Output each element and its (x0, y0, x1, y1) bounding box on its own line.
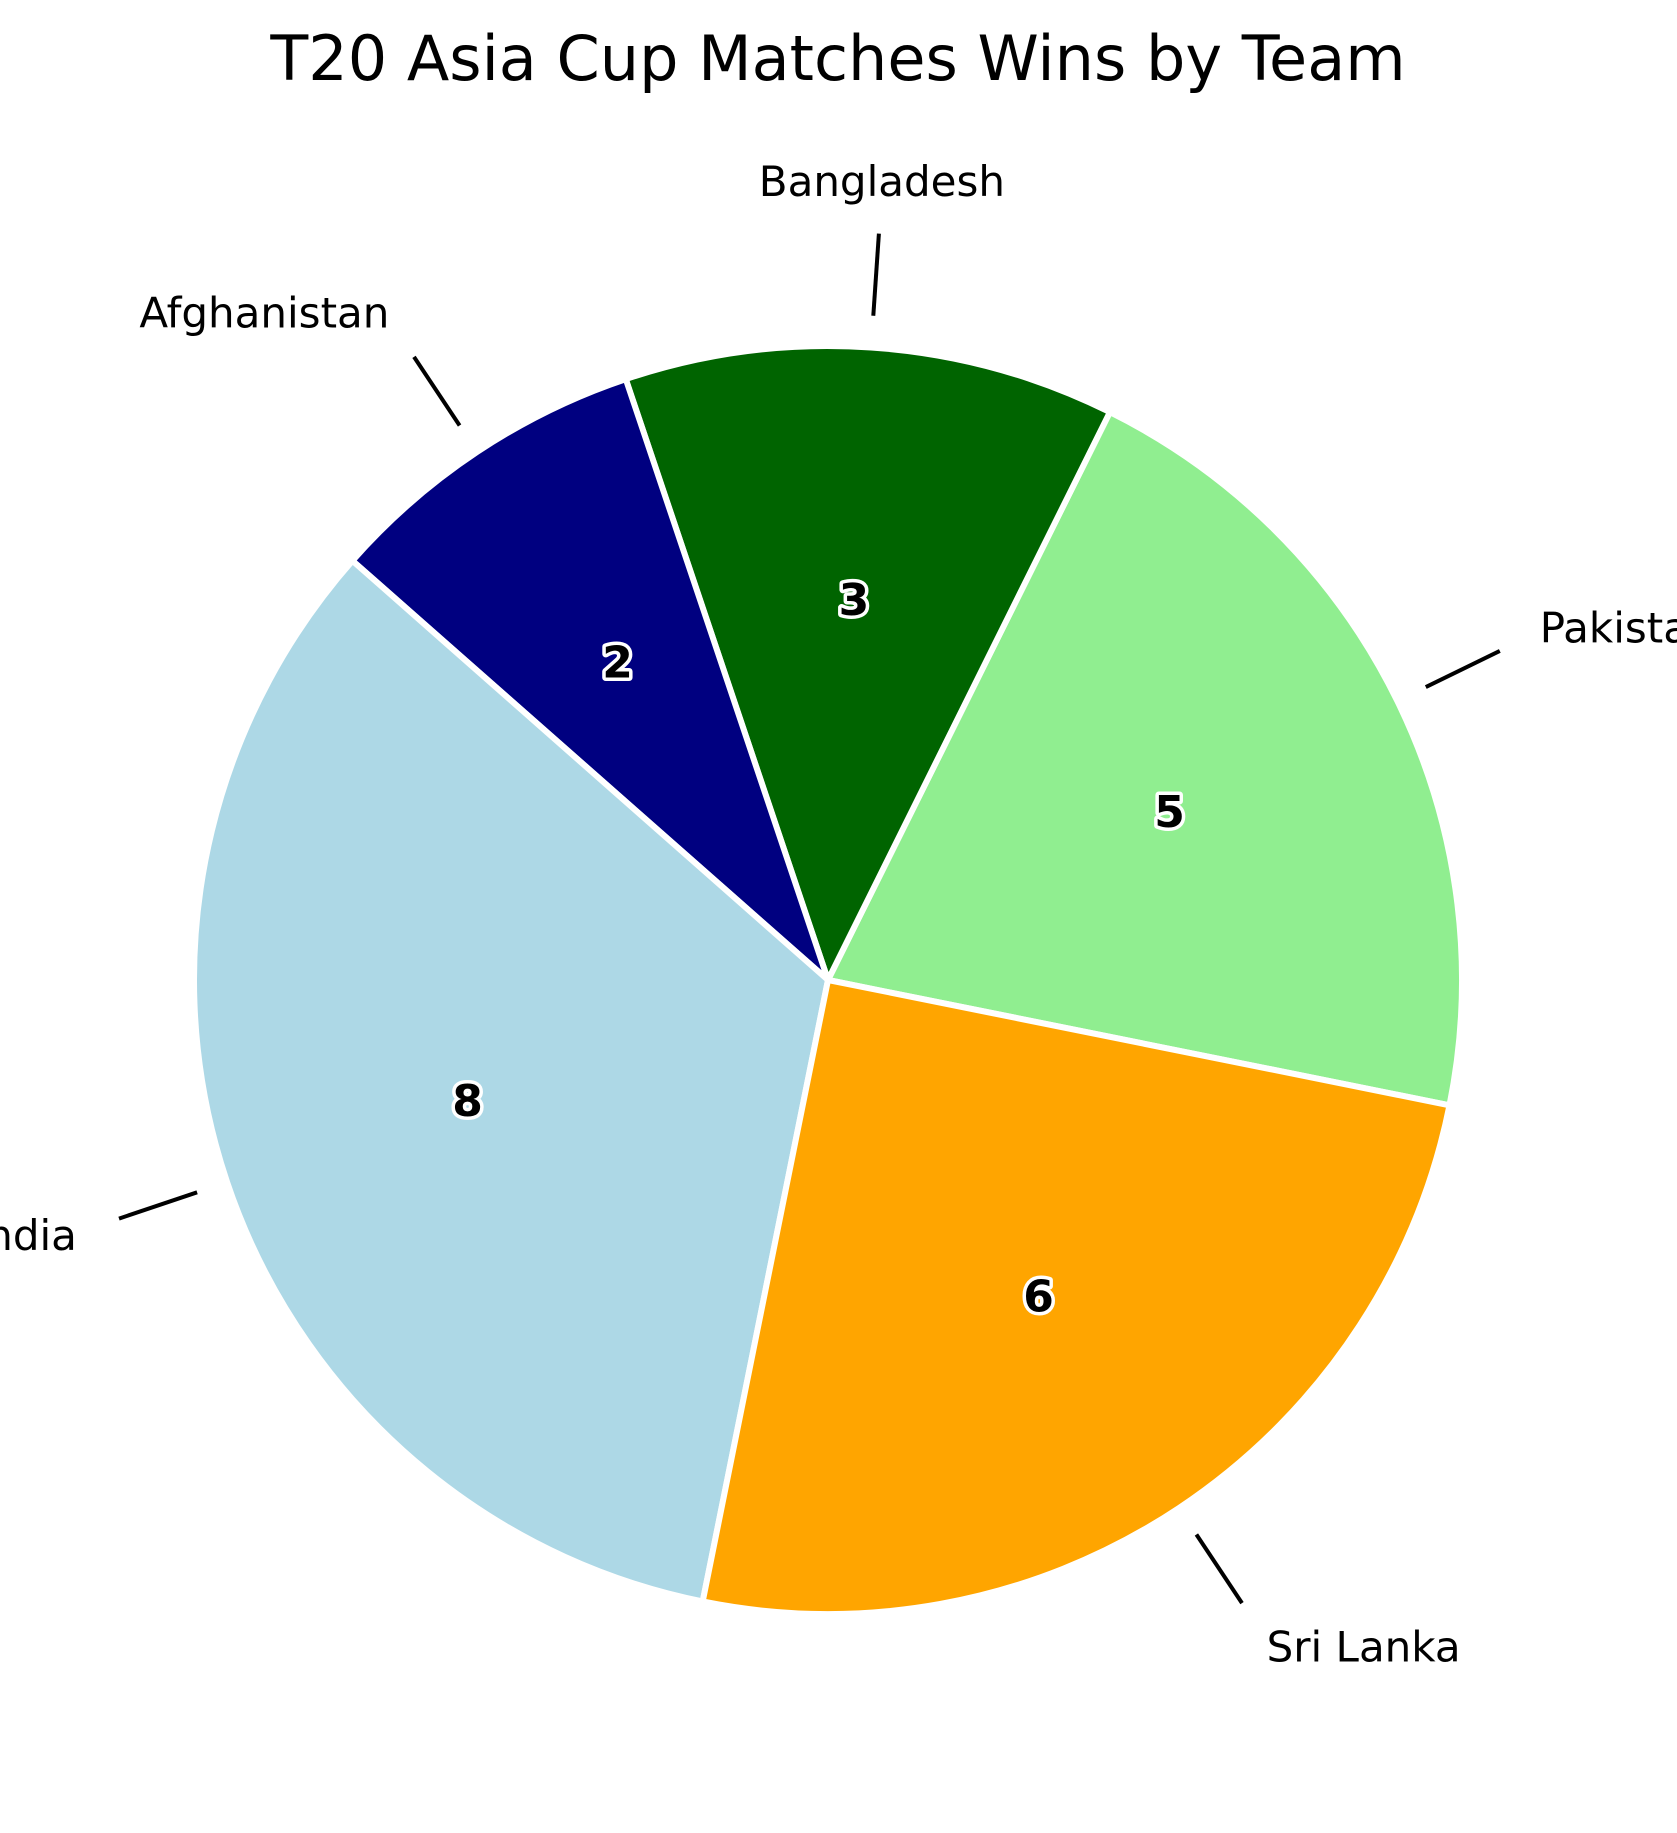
leader-line-sri-lanka (1194, 1533, 1244, 1605)
slice-label-afghanistan: Afghanistan (139, 289, 389, 338)
chart-title: T20 Asia Cup Matches Wins by Team (269, 22, 1405, 95)
value-label-bangladesh: 3 (839, 575, 870, 626)
slice-label-sri-lanka: Sri Lanka (1267, 1622, 1461, 1671)
leader-line-bangladesh (871, 233, 881, 316)
slice-label-pakistan: Pakistan (1540, 603, 1677, 652)
leader-line-india (118, 1190, 198, 1221)
slice-bangladesh (622, 342, 1113, 983)
value-label-sri-lanka: 6 (1023, 1271, 1054, 1322)
slice-labels: Pakistan Bangladesh Afghanistan India Sri La… (0, 157, 1677, 1671)
slice-label-india: India (0, 1211, 77, 1260)
value-label-india: 8 (452, 1076, 483, 1127)
slice-label-bangladesh: Bangladesh (759, 157, 1005, 206)
slice-sri-lanka (699, 977, 1453, 1617)
slice-afghanistan (349, 376, 831, 983)
slice-india (191, 557, 831, 1605)
value-label-afghanistan: 2 (602, 638, 633, 689)
pie-slices (191, 342, 1465, 1617)
leader-line-pakistan (1424, 649, 1501, 689)
slice-pakistan (825, 409, 1465, 1109)
value-labels: 5 3 2 8 6 (449, 572, 1189, 1326)
value-label-pakistan: 5 (1154, 787, 1185, 838)
leader-lines (118, 233, 1501, 1605)
leader-line-afghanistan (412, 355, 462, 427)
